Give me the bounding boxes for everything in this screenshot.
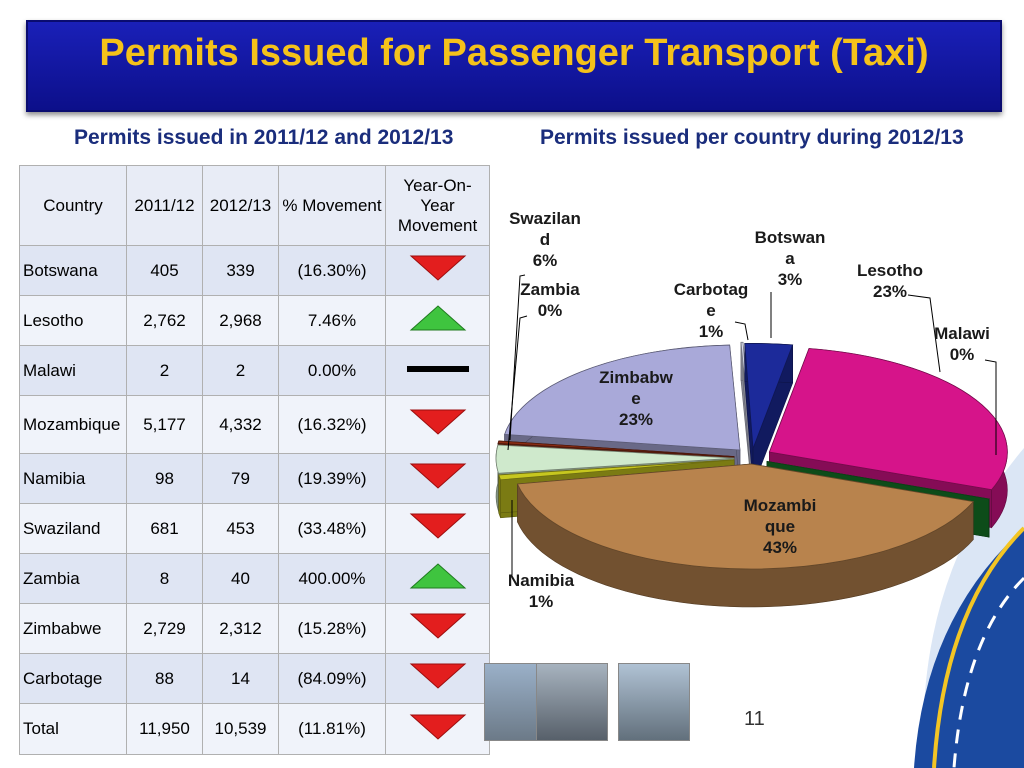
cell-country: Mozambique: [19, 395, 127, 454]
cell-country: Malawi: [19, 345, 127, 396]
trend-down-icon: [409, 513, 466, 539]
trend-down-icon: [409, 463, 466, 489]
cell-pct: 400.00%: [278, 553, 386, 604]
cell-y2: 4,332: [202, 395, 279, 454]
cell-country: Botswana: [19, 245, 127, 296]
trend-down-icon: [409, 613, 466, 639]
road-photo: [536, 663, 608, 741]
cell-country: Zimbabwe: [19, 603, 127, 654]
cell-y1: 681: [126, 503, 203, 554]
cell-y1: 88: [126, 653, 203, 704]
table-row: Zimbabwe 2,729 2,312 (15.28%): [19, 603, 490, 654]
cell-y1: 2: [126, 345, 203, 396]
cell-y2: 40: [202, 553, 279, 604]
cell-pct: (16.32%): [278, 395, 386, 454]
cell-country: Swaziland: [19, 503, 127, 554]
header-country: Country: [19, 165, 127, 246]
cell-y2: 79: [202, 453, 279, 504]
pie-label-zimbabwe: Zimbabw e 23%: [599, 368, 673, 429]
cell-trend: [385, 453, 490, 504]
trend-up-icon: [409, 305, 466, 331]
cell-pct: (15.28%): [278, 603, 386, 654]
trend-down-icon: [409, 255, 466, 281]
table-row: Swaziland 681 453 (33.48%): [19, 503, 490, 554]
road-decoration: [914, 448, 1024, 768]
cell-y2: 453: [202, 503, 279, 554]
pie-slice-botswana: [744, 343, 794, 487]
pie-slice-mozambique: [516, 463, 975, 608]
cell-y1: 8: [126, 553, 203, 604]
cell-pct: (16.30%): [278, 245, 386, 296]
cell-trend: [385, 703, 490, 755]
pie-label-lesotho: Lesotho 23%: [857, 261, 923, 301]
permits-table: Country 2011/12 2012/13% Movement Year-On-Y…: [19, 165, 490, 755]
table-row: Botswana 405 339 (16.30%): [19, 245, 490, 296]
cell-trend: [385, 295, 490, 346]
table-row: Lesotho 2,762 2,968 7.46%: [19, 295, 490, 346]
pie-label-namibia: Namibia 1%: [508, 571, 575, 611]
cell-trend: [385, 395, 490, 454]
cell-pct: (19.39%): [278, 453, 386, 504]
title-bar: Permits Issued for Passenger Transport (…: [26, 20, 1002, 112]
cell-y2: 2: [202, 345, 279, 396]
pie-label-mozambique: Mozambi que 43%: [744, 496, 817, 557]
cell-country: Namibia: [19, 453, 127, 504]
table-row: Zambia 8 40 400.00%: [19, 553, 490, 604]
pie-label-swaziland: Swazilan d 6%: [509, 209, 581, 270]
pie-label-malawi: Malawi 0%: [934, 324, 990, 364]
header-y2: 2012/13: [202, 165, 279, 246]
table-subtitle: Permits issued in 2011/12 and 2012/13: [74, 126, 454, 149]
slide-number: 11: [744, 708, 765, 730]
cell-trend: [385, 503, 490, 554]
pie-label-zambia: Zambia 0%: [520, 280, 580, 320]
pie-label-botswana: Botswan a 3%: [755, 228, 826, 289]
leader-line-malawi: [984, 359, 997, 455]
cell-pct: (84.09%): [278, 653, 386, 704]
trend-down-icon: [409, 714, 466, 740]
leader-line-zambia: [507, 315, 528, 451]
table-row: Namibia 98 79 (19.39%): [19, 453, 490, 504]
cell-y1: 98: [126, 453, 203, 504]
header-pct: % Movement: [278, 165, 386, 246]
table-row: Mozambique 5,177 4,332 (16.32%): [19, 395, 490, 454]
cell-trend: [385, 345, 490, 396]
cell-y2: 339: [202, 245, 279, 296]
cell-y2: 2,312: [202, 603, 279, 654]
leader-line-swaziland: [509, 274, 526, 441]
leader-line-carbotage: [734, 321, 749, 341]
table-row: Total 11,950 10,539 (11.81%): [19, 703, 490, 755]
cell-country: Carbotage: [19, 653, 127, 704]
pie-label-carbotage: Carbotag e 1%: [674, 280, 749, 341]
trend-down-icon: [409, 663, 466, 689]
pie-subtitle: Permits issued per country during 2012/1…: [540, 126, 964, 149]
cell-pct: 7.46%: [278, 295, 386, 346]
trend-up-icon: [409, 563, 466, 589]
cell-y1: 405: [126, 245, 203, 296]
cell-trend: [385, 603, 490, 654]
cell-country: Total: [19, 703, 127, 755]
cell-y2: 14: [202, 653, 279, 704]
trend-down-icon: [409, 409, 466, 435]
trend-flat-icon: [406, 366, 469, 372]
table-row: Carbotage 88 14 (84.09%): [19, 653, 490, 704]
cell-y1: 11,950: [126, 703, 203, 755]
header-y1: 2011/12: [126, 165, 203, 246]
cell-y2: 2,968: [202, 295, 279, 346]
cell-y1: 2,762: [126, 295, 203, 346]
leader-line-lesotho: [907, 294, 941, 373]
cell-trend: [385, 245, 490, 296]
cell-trend: [385, 653, 490, 704]
cell-trend: [385, 553, 490, 604]
cell-country: Lesotho: [19, 295, 127, 346]
page-title: Permits Issued for Passenger Transport (…: [99, 32, 929, 74]
bus-photo: [618, 663, 690, 741]
cell-pct: (11.81%): [278, 703, 386, 755]
cell-y1: 5,177: [126, 395, 203, 454]
